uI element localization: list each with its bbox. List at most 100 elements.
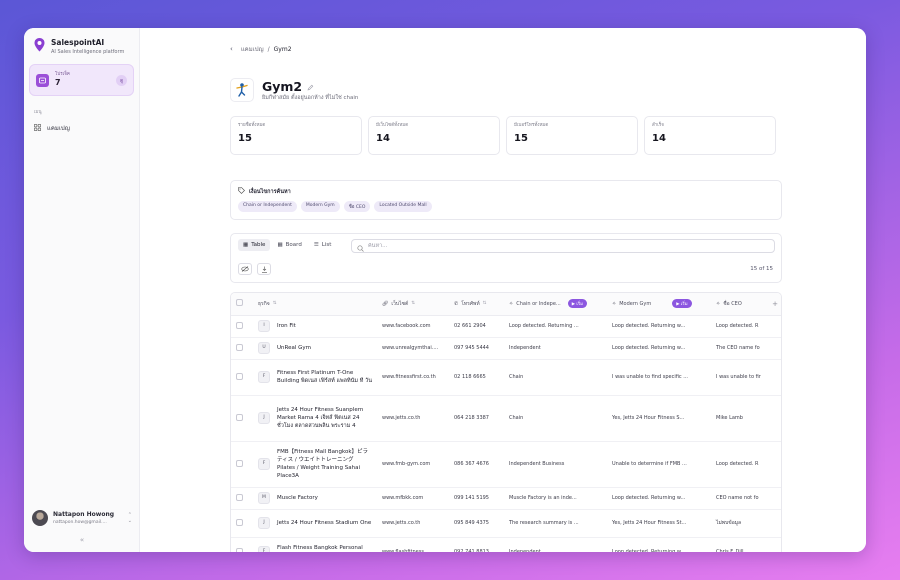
ceo-cell: Loop detected. R bbox=[711, 441, 767, 488]
table-row[interactable]: F FMB【Fitness Mall Bangkok】ピラティス / ウエイトトレ… bbox=[231, 441, 781, 488]
modern-gym-cell: Unable to determine if FMB ... bbox=[607, 441, 711, 488]
project-view-badge[interactable]: ดู bbox=[116, 75, 127, 86]
row-checkbox[interactable] bbox=[236, 413, 243, 421]
view-switcher: ▦ Table ▦ Board ☰ List bbox=[238, 239, 774, 251]
company-initial: F bbox=[258, 458, 270, 470]
criteria-tag[interactable]: Located Outside Mall bbox=[374, 201, 432, 212]
website-cell[interactable]: www.mfbkk.com bbox=[377, 487, 449, 510]
column-header-phone[interactable]: ✆ โทรศัพท์ ⇅ bbox=[449, 293, 504, 316]
modern-gym-cell: Yes, Jetts 24 Hour Fitness S... bbox=[607, 395, 711, 442]
search-criteria-panel: เงื่อนไขการค้นหา Chain or Independent Mo… bbox=[230, 180, 782, 220]
modern-gym-cell: Loop detected. Returning w... bbox=[607, 315, 711, 338]
view-table-button[interactable]: ▦ Table bbox=[238, 239, 271, 251]
website-cell[interactable]: www.fmb-gym.com bbox=[377, 441, 449, 488]
project-count: 7 bbox=[55, 78, 61, 87]
brand-tagline: AI Sales Intelligence platform bbox=[51, 49, 125, 55]
row-checkbox[interactable] bbox=[236, 343, 243, 351]
column-header-ceo[interactable]: ✧ ชื่อ CEO bbox=[711, 293, 767, 316]
company-name[interactable]: UnReal Gym bbox=[277, 345, 311, 351]
phone-cell: 097 945 5444 bbox=[449, 337, 504, 360]
chain-cell: Chain bbox=[504, 395, 607, 442]
breadcrumb-current: Gym2 bbox=[273, 45, 292, 53]
table-row[interactable]: F Fitness First Platinum T-One Building พ… bbox=[231, 359, 781, 396]
page-header: Gym2 ยิมกีฬาสมัย ตั้งอยู่นอกห้าง ที่ไม่ใ… bbox=[230, 78, 358, 102]
ceo-cell: CEO name not fo bbox=[711, 487, 767, 510]
header-label: Chain or Indepe... bbox=[516, 300, 561, 307]
chain-cell: Independent Business bbox=[504, 441, 607, 488]
company-name[interactable]: Fitness First Platinum T-One Building พิ… bbox=[277, 370, 372, 384]
website-cell[interactable]: www.fitnessfirst.co.th bbox=[377, 359, 449, 396]
row-checkbox[interactable] bbox=[236, 493, 243, 501]
company-name[interactable]: Muscle Factory bbox=[277, 495, 318, 501]
stat-card: สำเร็จ 14 bbox=[644, 116, 776, 155]
website-cell[interactable]: www.jetts.co.th bbox=[377, 509, 449, 538]
row-count: 15 of 15 bbox=[750, 266, 773, 272]
view-table-label: Table bbox=[251, 242, 266, 248]
view-board-button[interactable]: ▦ Board bbox=[272, 239, 306, 251]
sparkle-icon: ✧ bbox=[612, 300, 617, 307]
company-name[interactable]: Iron Fit bbox=[277, 323, 296, 329]
criteria-tag[interactable]: ชื่อ CEO bbox=[343, 201, 371, 212]
row-checkbox[interactable] bbox=[236, 518, 243, 526]
criteria-tag[interactable]: Modern Gym bbox=[300, 201, 340, 212]
company-name[interactable]: Jetts 24 Hour Fitness Stadium One bbox=[277, 520, 372, 526]
select-all-cell[interactable] bbox=[231, 293, 253, 316]
company-name[interactable]: Flash Fitness Bangkok Personal Training … bbox=[277, 545, 363, 551]
website-cell[interactable]: www.flashfitness.... bbox=[377, 537, 449, 552]
sort-icon[interactable]: ⇅ bbox=[482, 301, 487, 307]
column-header-chain[interactable]: ✧ Chain or Indepe... ▶ เริ่ม bbox=[504, 293, 607, 316]
table-row[interactable]: U UnReal Gym www.unrealgymthai.... 097 94… bbox=[231, 337, 781, 360]
select-all-checkbox[interactable] bbox=[236, 299, 243, 307]
app-window: SalespointAI AI Sales Intelligence platf… bbox=[24, 28, 866, 552]
table-row[interactable]: J Jetts 24 Hour Fitness Stadium One www.j… bbox=[231, 509, 781, 538]
company-name[interactable]: Jetts 24 Hour Fitness Suanplern Market R… bbox=[277, 407, 364, 429]
edit-pencil-icon[interactable] bbox=[307, 79, 314, 94]
sort-icon[interactable]: ⇅ bbox=[272, 301, 277, 307]
table-row[interactable]: F Flash Fitness Bangkok Personal Training… bbox=[231, 537, 781, 552]
chevron-updown-icon[interactable]: ⌃ ⌄ bbox=[127, 512, 132, 524]
search-input[interactable] bbox=[368, 243, 748, 249]
row-checkbox[interactable] bbox=[236, 459, 243, 467]
brand[interactable]: SalespointAI AI Sales Intelligence platf… bbox=[24, 28, 139, 56]
user-menu[interactable]: Nattapon Howong nattapon.how@gmail.... ⌃… bbox=[32, 510, 132, 526]
stat-value: 14 bbox=[376, 133, 390, 144]
run-column-button[interactable]: ▶ เริ่ม bbox=[672, 299, 692, 309]
website-cell[interactable]: www.jetts.co.th bbox=[377, 395, 449, 442]
row-checkbox[interactable] bbox=[236, 372, 243, 380]
stats-row: รายชื่อทั้งหมด 15 มีเว็บไซต์ทั้งหมด 14 ม… bbox=[230, 116, 776, 155]
breadcrumb-separator: / bbox=[267, 45, 270, 53]
ceo-cell: I was unable to fir bbox=[711, 359, 767, 396]
logo-icon bbox=[34, 38, 45, 52]
collapse-sidebar-icon[interactable]: « bbox=[79, 536, 85, 544]
row-checkbox[interactable] bbox=[236, 321, 243, 329]
column-header-website[interactable]: 🔗︎ เว็บไซต์ ⇅ bbox=[377, 293, 449, 316]
criteria-tag[interactable]: Chain or Independent bbox=[238, 201, 297, 212]
chain-cell: The research summary is ... bbox=[504, 509, 607, 538]
table-tools bbox=[238, 263, 271, 275]
sidebar-item-campaigns[interactable]: แคมเปญ bbox=[34, 123, 139, 133]
breadcrumb-parent[interactable]: แคมเปญ bbox=[240, 46, 264, 53]
view-list-button[interactable]: ☰ List bbox=[309, 239, 337, 251]
project-card[interactable]: โปรเจ็ค 7 ดู bbox=[29, 64, 134, 96]
column-header-modern-gym[interactable]: ✧ Modern Gym ▶ เริ่ม bbox=[607, 293, 711, 316]
table-icon: ▦ bbox=[243, 242, 249, 248]
table-row[interactable]: I Iron Fit www.facebook.com 02 661 2904 L… bbox=[231, 315, 781, 338]
main-content: ‹ แคมเปญ / Gym2 Gym2 ยิมกีฬาสมัย ตั้งอ bbox=[140, 28, 866, 552]
menu-section-label: เมนู bbox=[34, 110, 42, 115]
link-icon: 🔗︎ bbox=[382, 300, 389, 307]
download-icon[interactable] bbox=[257, 263, 271, 275]
row-checkbox[interactable] bbox=[236, 547, 243, 552]
sort-icon[interactable]: ⇅ bbox=[411, 301, 415, 307]
run-column-button[interactable]: ▶ เริ่ม bbox=[567, 299, 587, 309]
table-row[interactable]: J Jetts 24 Hour Fitness Suanplern Market … bbox=[231, 395, 781, 442]
table-row[interactable]: M Muscle Factory www.mfbkk.com 099 141 51… bbox=[231, 487, 781, 510]
website-cell[interactable]: www.facebook.com bbox=[377, 315, 449, 338]
add-column-button[interactable]: + bbox=[767, 293, 781, 316]
back-chevron-icon[interactable]: ‹ bbox=[230, 45, 233, 53]
tag-icon bbox=[238, 187, 245, 196]
website-cell[interactable]: www.unrealgymthai.... bbox=[377, 337, 449, 360]
hide-columns-icon[interactable] bbox=[238, 263, 252, 275]
company-name[interactable]: FMB【Fitness Mall Bangkok】ピラティス / ウエイトトレー… bbox=[277, 449, 369, 479]
column-header-company[interactable]: ธุรกิจ ⇅ bbox=[253, 293, 377, 316]
sparkle-icon: ✧ bbox=[509, 300, 514, 307]
